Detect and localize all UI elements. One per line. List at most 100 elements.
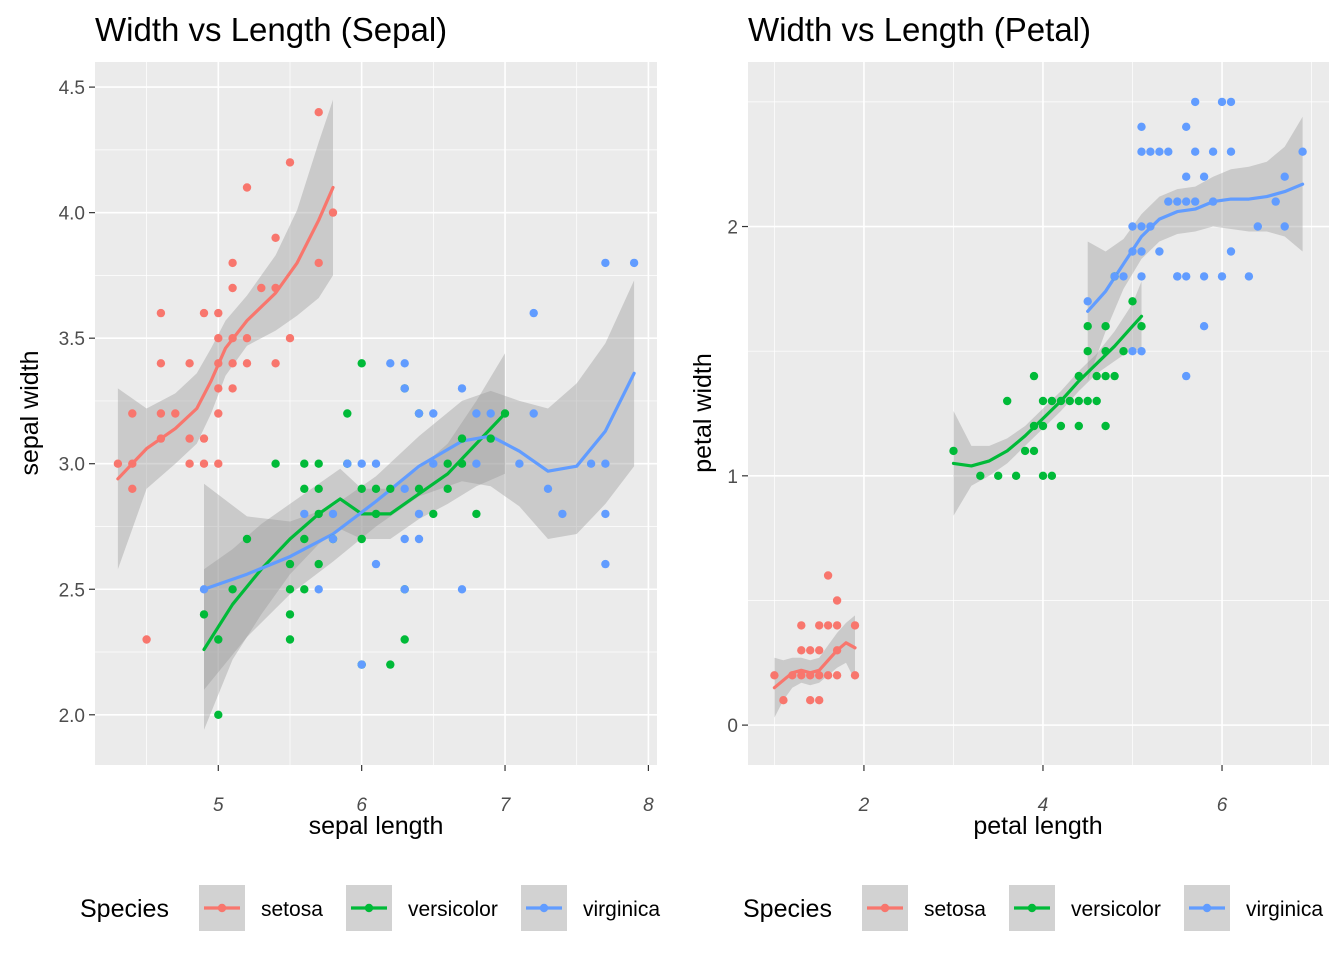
sepal-smooth-line-setosa (116, 185, 335, 481)
petal-point-versicolor (1074, 421, 1084, 431)
petal-legend-point-versicolor (1027, 903, 1037, 913)
petal-point-virginica (1226, 247, 1236, 256)
sepal-point-setosa (185, 359, 194, 368)
petal-point-versicolor (976, 471, 985, 480)
sepal-point-versicolor (443, 459, 452, 468)
petal-point-versicolor (1101, 371, 1110, 381)
sepal-x-tick-label: 7 (500, 795, 512, 816)
petal-point-setosa (806, 696, 815, 705)
petal-y-tick-label: 1 (727, 467, 738, 488)
petal-point-setosa (832, 621, 842, 630)
sepal-band-setosa (117, 99, 334, 570)
petal-point-virginica (1298, 147, 1307, 156)
petal-x-tick-label: 4 (1038, 795, 1049, 816)
petal-legend-label-versicolor: versicolor (1071, 898, 1161, 921)
sepal-point-virginica (328, 509, 338, 519)
petal-point-versicolor (1101, 322, 1110, 331)
petal-legend-label-setosa: setosa (924, 898, 986, 921)
petal-band-virginica (1087, 116, 1303, 382)
petal-point-versicolor (1083, 396, 1092, 406)
petal-point-setosa (832, 646, 842, 655)
petal-point-versicolor (1038, 396, 1048, 406)
sepal-y-tick-label: 4.0 (59, 204, 85, 225)
sepal-point-virginica (400, 585, 409, 594)
petal-point-versicolor (1020, 446, 1030, 456)
sepal-point-versicolor (457, 434, 467, 443)
petal-point-virginica (1182, 172, 1191, 181)
sepal-axes: 2.0 2.5 3.0 3.5 4.0 4.5 5 6 7 8 (59, 78, 655, 816)
sepal-point-versicolor (414, 484, 424, 493)
sepal-point-versicolor (472, 509, 481, 519)
sepal-point-virginica (629, 258, 639, 268)
petal-point-versicolor (1083, 347, 1092, 356)
sepal-point-virginica (601, 258, 610, 268)
sepal-point-setosa (242, 183, 252, 192)
sepal-point-virginica (429, 459, 438, 468)
petal-point-virginica (1253, 222, 1263, 231)
sepal-point-versicolor (300, 484, 309, 493)
sepal-point-virginica (199, 585, 209, 594)
petal-smooth-line-virginica (1086, 182, 1305, 313)
petal-point-virginica (1280, 222, 1289, 231)
sepal-point-setosa (156, 409, 166, 418)
petal-point-versicolor (1110, 371, 1119, 381)
petal-point-versicolor (1056, 421, 1066, 431)
sepal-y-tick-label: 4.5 (59, 78, 85, 99)
sepal-point-versicolor (429, 509, 438, 519)
petal-point-virginica (1173, 272, 1182, 281)
sepal-point-versicolor (386, 660, 395, 669)
sepal-point-setosa (214, 359, 223, 368)
petal-point-setosa (797, 671, 806, 680)
sepal-point-versicolor (242, 534, 252, 544)
petal-point-versicolor (949, 446, 958, 456)
sepal-points (113, 108, 639, 719)
petal-point-virginica (1146, 222, 1155, 231)
petal-point-versicolor (1128, 297, 1137, 306)
sepal-point-virginica (400, 359, 409, 368)
sepal-point-setosa (156, 308, 166, 318)
sepal-point-versicolor (314, 459, 323, 468)
petal-point-versicolor (1119, 347, 1128, 356)
petal-point-virginica (1199, 322, 1209, 331)
petal-point-virginica (1083, 297, 1092, 306)
petal-point-virginica (1191, 97, 1200, 107)
petal-point-setosa (823, 621, 833, 630)
sepal-y-axis-title: sepal width (16, 350, 44, 475)
petal-point-versicolor (994, 471, 1003, 480)
sepal-point-virginica (472, 459, 481, 468)
sepal-y-tick-label: 3.5 (59, 329, 85, 350)
sepal-point-virginica (586, 459, 596, 468)
petal-chart-title: Width vs Length (Petal) (748, 11, 1091, 48)
petal-point-virginica (1128, 247, 1137, 256)
petal-point-setosa (815, 646, 824, 655)
petal-point-setosa (788, 671, 797, 680)
sepal-band-versicolor (204, 353, 505, 730)
sepal-x-tick-label: 6 (356, 795, 367, 816)
sepal-legend-label-virginica: virginica (583, 898, 660, 921)
sepal-point-virginica (414, 409, 424, 418)
sepal-y-tick-label: 3.0 (59, 455, 85, 476)
petal-point-setosa (806, 671, 815, 680)
petal-point-setosa (770, 671, 779, 680)
sepal-point-setosa (214, 409, 223, 418)
sepal-point-versicolor (457, 459, 467, 468)
petal-point-setosa (850, 671, 860, 680)
petal-point-virginica (1182, 122, 1191, 131)
sepal-point-setosa (314, 108, 323, 117)
petal-legend-label-virginica: virginica (1246, 898, 1323, 921)
petal-point-setosa (832, 671, 842, 680)
petal-point-virginica (1137, 347, 1146, 356)
petal-point-virginica (1137, 247, 1146, 256)
sepal-point-versicolor (199, 610, 209, 619)
petal-point-versicolor (1029, 371, 1039, 381)
sepal-panel-background (95, 62, 657, 765)
sepal-point-versicolor (400, 635, 409, 644)
sepal-point-versicolor (285, 635, 295, 644)
sepal-point-versicolor (486, 434, 495, 443)
petal-axes: 0 1 2 2 4 6 (727, 218, 1227, 816)
sepal-point-setosa (285, 334, 295, 343)
sepal-point-versicolor (343, 409, 352, 418)
sepal-point-versicolor (228, 585, 237, 594)
sepal-point-setosa (142, 635, 151, 644)
sepal-point-versicolor (300, 459, 309, 468)
